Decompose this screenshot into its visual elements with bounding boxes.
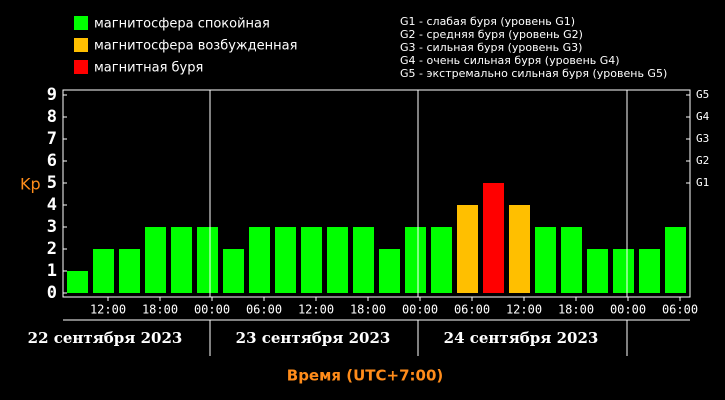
bar (665, 227, 686, 293)
y-tick-label: 9 (47, 85, 57, 105)
y-tick-label: 3 (47, 217, 57, 237)
storm-level-note: G3 - сильная буря (уровень G3) (400, 41, 582, 54)
x-tick-label: 12:00 (298, 303, 334, 317)
legend-label: магнитная буря (94, 61, 203, 76)
bar (483, 183, 504, 293)
date-label: 24 сентября 2023 (444, 329, 599, 347)
bar (197, 227, 218, 293)
bar (561, 227, 582, 293)
legend-swatch (74, 60, 88, 74)
y-tick-label: 1 (47, 261, 57, 281)
storm-level-note: G5 - экстремально сильная буря (уровень … (400, 67, 667, 80)
x-tick-label: 12:00 (506, 303, 542, 317)
bar (301, 227, 322, 293)
bar (223, 249, 244, 293)
x-tick-label: 06:00 (454, 303, 490, 317)
x-tick-label: 18:00 (350, 303, 386, 317)
x-tick-label: 00:00 (402, 303, 438, 317)
x-tick-label: 18:00 (142, 303, 178, 317)
bar (379, 249, 400, 293)
legend-label: магнитосфера спокойная (94, 17, 270, 32)
y-tick-label: 7 (47, 129, 57, 149)
legend-swatch (74, 16, 88, 30)
bar (509, 205, 530, 293)
x-tick-label: 00:00 (610, 303, 646, 317)
storm-level-note: G1 - слабая буря (уровень G1) (400, 15, 575, 28)
plot-frame (62, 89, 691, 298)
y2-tick-label: G5 (696, 88, 709, 101)
y-axis-label: Kp (20, 175, 41, 194)
bar (587, 249, 608, 293)
y-tick-label: 6 (47, 151, 57, 171)
bar (93, 249, 114, 293)
bar (457, 205, 478, 293)
x-tick-label: 00:00 (194, 303, 230, 317)
y-tick-label: 5 (47, 173, 57, 193)
bar (535, 227, 556, 293)
date-label: 22 сентября 2023 (28, 329, 183, 347)
bar (249, 227, 270, 293)
y2-tick-label: G4 (696, 110, 710, 123)
storm-level-note: G2 - средняя буря (уровень G2) (400, 28, 583, 41)
y2-tick-label: G1 (696, 176, 709, 189)
y-tick-label: 8 (47, 107, 57, 127)
bar (613, 249, 634, 293)
storm-level-note: G4 - очень сильная буря (уровень G4) (400, 54, 620, 67)
bar (405, 227, 426, 293)
x-tick-label: 12:00 (90, 303, 126, 317)
legend-swatch (74, 38, 88, 52)
y2-tick-label: G3 (696, 132, 709, 145)
date-label: 23 сентября 2023 (236, 329, 391, 347)
x-tick-label: 18:00 (558, 303, 594, 317)
bar (119, 249, 140, 293)
y2-tick-label: G2 (696, 154, 709, 167)
bar (327, 227, 348, 293)
bar (431, 227, 452, 293)
y-tick-label: 4 (47, 195, 57, 215)
bar (639, 249, 660, 293)
bar (275, 227, 296, 293)
bar (353, 227, 374, 293)
x-tick-label: 06:00 (662, 303, 698, 317)
x-tick-label: 06:00 (246, 303, 282, 317)
y-tick-label: 2 (47, 239, 57, 259)
bar (67, 271, 88, 293)
y-tick-label: 0 (47, 283, 57, 303)
bar (171, 227, 192, 293)
legend-label: магнитосфера возбужденная (94, 39, 297, 54)
x-axis-label: Время (UTC+7:00) (287, 367, 443, 385)
bar (145, 227, 166, 293)
